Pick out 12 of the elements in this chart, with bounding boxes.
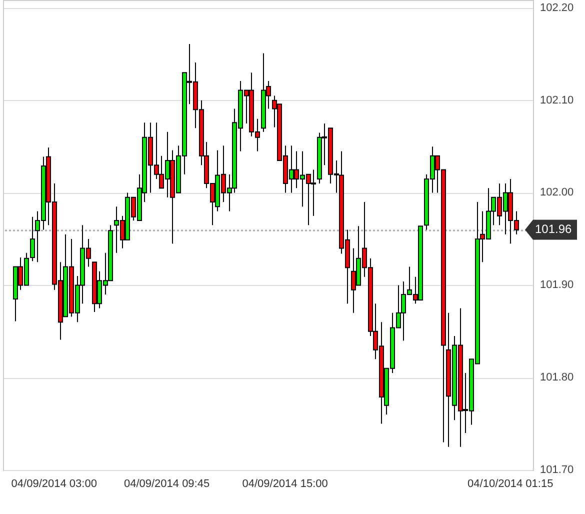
x-tick-label: 04/09/2014 09:45 [124,478,210,490]
x-tick-label: 04/09/2014 15:00 [242,478,328,490]
ref-line-label: 101.96 [535,222,572,236]
x-tick-label: 04/10/2014 01:15 [468,478,554,490]
y-tick-label: 102.00 [540,186,574,199]
y-tick-label: 101.70 [540,464,574,476]
y-tick-label: 102.10 [540,94,574,106]
candlestick [30,216,35,262]
y-tick-label: 101.80 [540,372,574,384]
y-tick-label: 101.90 [540,279,574,292]
x-tick-label: 04/09/2014 03:00 [11,478,97,490]
y-tick-label: 102.20 [540,2,574,14]
